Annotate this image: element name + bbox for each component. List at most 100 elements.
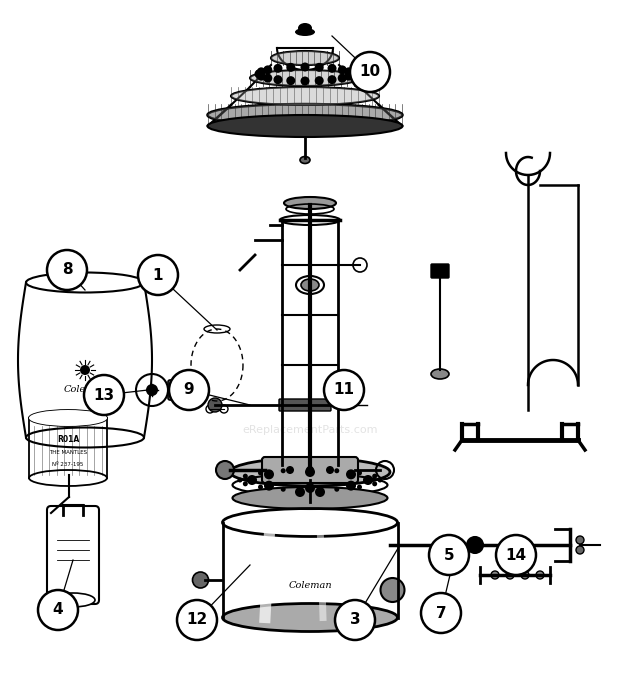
Circle shape [334,486,339,491]
Circle shape [378,477,383,482]
Circle shape [335,600,375,640]
Circle shape [357,484,362,489]
Text: 7: 7 [436,606,446,620]
Circle shape [305,483,315,493]
Circle shape [491,571,499,579]
Circle shape [350,52,390,92]
Circle shape [334,468,339,473]
Circle shape [521,571,529,579]
Circle shape [243,474,248,479]
Circle shape [169,370,209,410]
Circle shape [315,63,324,72]
Circle shape [346,481,356,491]
Ellipse shape [223,603,397,631]
Circle shape [363,475,373,485]
Circle shape [306,466,314,474]
Circle shape [381,578,404,602]
Circle shape [315,487,325,497]
Circle shape [496,535,536,575]
Circle shape [536,571,544,579]
Circle shape [372,474,377,479]
Ellipse shape [51,593,95,607]
Circle shape [257,71,266,80]
Ellipse shape [295,28,315,36]
Circle shape [286,466,294,474]
Circle shape [324,370,364,410]
Circle shape [357,470,362,475]
Text: 12: 12 [187,612,208,627]
Circle shape [216,461,234,479]
Ellipse shape [301,279,319,291]
Circle shape [315,76,324,85]
Circle shape [429,535,469,575]
Circle shape [286,63,295,72]
Ellipse shape [271,51,339,65]
Circle shape [258,470,263,475]
FancyBboxPatch shape [168,380,192,400]
Circle shape [281,468,286,473]
Circle shape [80,365,90,375]
Circle shape [264,74,272,83]
Text: 10: 10 [360,64,381,80]
Text: 8: 8 [61,262,73,277]
Circle shape [301,76,309,85]
Text: Nº 237-195: Nº 237-195 [52,463,84,468]
Circle shape [237,477,242,482]
Circle shape [258,484,263,489]
Circle shape [146,384,158,396]
Circle shape [264,481,274,491]
Circle shape [421,593,461,633]
Circle shape [47,250,87,290]
Circle shape [208,398,222,412]
Ellipse shape [232,487,388,509]
Circle shape [344,67,353,76]
Text: Coleman: Coleman [288,580,332,589]
Text: 11: 11 [334,382,355,398]
Text: Coleman: Coleman [63,386,107,395]
Circle shape [326,466,334,474]
Text: 1: 1 [153,267,163,283]
Circle shape [347,69,355,78]
Circle shape [84,375,124,415]
Text: eReplacementParts.com: eReplacementParts.com [242,425,378,435]
Ellipse shape [231,87,379,105]
Circle shape [254,69,264,78]
Text: 5: 5 [444,547,454,563]
Circle shape [264,65,272,74]
FancyBboxPatch shape [431,264,449,278]
Circle shape [344,71,353,80]
Circle shape [301,62,309,71]
Circle shape [192,572,208,588]
Circle shape [308,468,312,472]
Text: 9: 9 [184,382,194,398]
Ellipse shape [298,23,312,33]
FancyBboxPatch shape [262,457,358,483]
Circle shape [273,64,283,73]
Circle shape [576,546,584,554]
Circle shape [281,486,286,491]
Circle shape [346,469,356,480]
Circle shape [177,600,217,640]
Circle shape [327,64,337,73]
Ellipse shape [230,458,390,486]
Circle shape [506,571,514,579]
Ellipse shape [431,369,449,379]
Circle shape [38,590,78,630]
Text: 13: 13 [94,388,115,402]
Circle shape [327,75,337,84]
Circle shape [576,536,584,544]
Circle shape [308,487,312,493]
Ellipse shape [29,410,107,426]
Text: 4: 4 [53,603,63,617]
Circle shape [273,75,283,84]
Circle shape [372,482,377,486]
Circle shape [305,467,315,477]
Circle shape [286,76,295,85]
Circle shape [338,74,347,83]
Text: R01A: R01A [57,435,79,444]
Text: 3: 3 [350,612,360,627]
FancyBboxPatch shape [279,399,331,411]
Ellipse shape [300,157,310,164]
Circle shape [247,475,257,485]
Ellipse shape [250,70,360,86]
